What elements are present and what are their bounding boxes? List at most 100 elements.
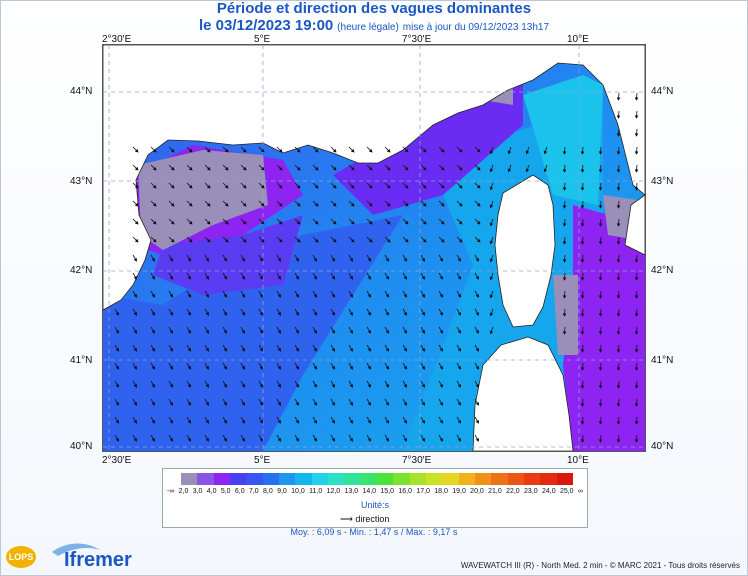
direction-arrow-head [260, 184, 265, 189]
direction-arrow-head [634, 331, 639, 335]
direction-arrow-head [349, 329, 353, 334]
direction-arrow-head [350, 148, 355, 153]
direction-arrow-head [421, 401, 425, 406]
direction-arrow-head [349, 437, 353, 442]
direction-arrow-head [115, 437, 119, 442]
direction-arrow-head [349, 401, 353, 406]
direction-arrow-head [313, 419, 317, 424]
direction-arrow-head [313, 311, 317, 316]
direction-arrow-head [223, 329, 227, 334]
direction-label: direction [355, 514, 390, 524]
direction-arrow-head [224, 184, 229, 189]
legend-swatch-10 [327, 473, 345, 485]
direction-arrow-head [313, 347, 317, 352]
legend-tick-24: 24,0 [541, 488, 556, 495]
direction-arrow-head [259, 275, 263, 280]
direction-arrow-head [277, 293, 281, 298]
direction-arrow-head [314, 148, 319, 153]
direction-arrow-head [223, 401, 227, 406]
lat-label-left-5: 40°N [70, 441, 93, 452]
direction-arrow-head [634, 295, 639, 299]
legend-tick-22: 22,0 [506, 488, 520, 495]
legend-tick-10: 10,0 [291, 488, 305, 495]
direction-arrow-head [404, 202, 409, 207]
direction-arrow-head [295, 257, 299, 262]
direction-arrow-head [151, 329, 155, 334]
sea-zone-gulf-grey [138, 150, 268, 250]
legend-swatch-21 [507, 473, 524, 485]
direction-arrow-head [440, 238, 445, 243]
direction-arrow-head [403, 437, 407, 442]
direction-arrow-head [562, 313, 567, 317]
direction-arrow-head [242, 184, 247, 189]
direction-arrows [114, 92, 639, 443]
direction-arrow-head [457, 383, 461, 388]
wave-period-map[interactable] [102, 44, 646, 452]
direction-arrow-head [367, 437, 371, 442]
direction-arrow-head [205, 275, 209, 280]
direction-arrow-head [169, 275, 173, 280]
direction-arrow-head [475, 257, 479, 262]
direction-arrow-head [187, 347, 191, 352]
direction-arrow-head [422, 166, 427, 171]
direction-arrow-head [385, 401, 389, 406]
direction-arrow-head [476, 202, 481, 207]
direction-arrow-head [489, 276, 494, 281]
legend-swatch-12 [360, 473, 377, 485]
direction-arrow-head [350, 220, 355, 225]
direction-arrow-head [489, 330, 494, 335]
direction-arrow-head [151, 293, 155, 298]
direction-arrow-head [350, 166, 355, 171]
direction-arrow-head [458, 148, 463, 153]
direction-arrow-head [616, 439, 621, 443]
direction-arrow-head [421, 275, 425, 280]
direction-arrow-head [507, 168, 512, 173]
direction-arrow-head [278, 202, 283, 207]
direction-arrow-head [188, 202, 193, 207]
direction-arrow-head [403, 383, 407, 388]
legend-tick-18: 18,0 [434, 488, 448, 495]
direction-arrow-head [580, 223, 585, 227]
direction-arrow-head [349, 365, 353, 370]
legend-swatch-8 [295, 473, 312, 485]
direction-arrow-head [331, 383, 335, 388]
direction-arrow-head [277, 257, 281, 262]
direction-arrow-head [313, 329, 317, 334]
direction-arrow-head [367, 329, 371, 334]
direction-arrow-head [421, 365, 425, 370]
direction-arrow-head [169, 347, 173, 352]
direction-arrow-head [386, 202, 391, 207]
direction-arrow-head [133, 329, 137, 334]
direction-arrow-head [295, 365, 299, 370]
direction-arrow-head [259, 401, 263, 406]
direction-arrow-head [331, 293, 335, 298]
direction-arrow-head [562, 277, 567, 281]
direction-arrow-head [296, 202, 301, 207]
direction-arrow-head [187, 257, 191, 262]
direction-arrow-head [151, 365, 155, 370]
direction-arrow-head [331, 419, 335, 424]
direction-arrow-head [598, 349, 603, 353]
direction-arrow-head [295, 419, 299, 424]
lat-label-left-4: 41°N [70, 355, 93, 366]
direction-arrow-head [422, 238, 427, 243]
direction-arrow-head [386, 148, 391, 153]
direction-arrow-head [616, 241, 621, 245]
direction-arrow-head [133, 437, 137, 442]
direction-arrow-head [331, 347, 335, 352]
legend-swatch-7 [278, 473, 296, 485]
direction-arrow-head [241, 419, 245, 424]
direction-arrow-head [439, 275, 443, 280]
direction-arrow-head [187, 401, 191, 406]
direction-arrow-head [241, 293, 245, 298]
direction-arrow-head [277, 329, 281, 334]
direction-arrow-head [439, 383, 443, 388]
direction-arrow-head [349, 347, 353, 352]
lon-label-top-2: 5°E [254, 34, 271, 45]
direction-arrow-head [277, 419, 281, 424]
direction-arrow-head [598, 331, 603, 335]
direction-arrow-head [489, 312, 494, 317]
direction-arrow-head [475, 311, 479, 316]
direction-arrow-head [489, 222, 494, 227]
direction-arrow-head [457, 437, 461, 442]
